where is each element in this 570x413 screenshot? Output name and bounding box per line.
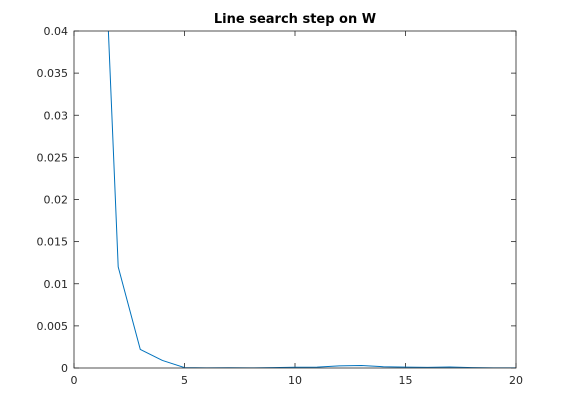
series-layer — [107, 31, 516, 368]
x-tick-label: 10 — [288, 374, 302, 387]
axes: 0 5 10 15 20 0 0.005 0.01 0.015 0.02 0.025 0.03 0.03… — [37, 25, 524, 387]
y-tick-label: 0.01 — [44, 278, 69, 291]
x-tick-label: 15 — [399, 374, 413, 387]
plot-box — [73, 30, 517, 369]
chart-title: Line search step on W — [214, 12, 376, 27]
y-tick-label: 0 — [61, 362, 68, 375]
y-tick-label: 0.005 — [37, 320, 69, 333]
series-line-1 — [107, 31, 516, 368]
x-tick-label: 0 — [71, 374, 78, 387]
y-tick-label: 0.03 — [44, 109, 69, 122]
y-tick-label: 0.015 — [37, 236, 69, 249]
y-tick-label: 0.025 — [37, 151, 69, 164]
x-tick-label: 20 — [509, 374, 523, 387]
y-tick-label: 0.02 — [44, 194, 69, 207]
plot-area — [74, 31, 516, 368]
x-tick-label: 5 — [181, 374, 188, 387]
y-tick-label: 0.04 — [44, 25, 69, 38]
y-tick-label: 0.035 — [37, 67, 69, 80]
